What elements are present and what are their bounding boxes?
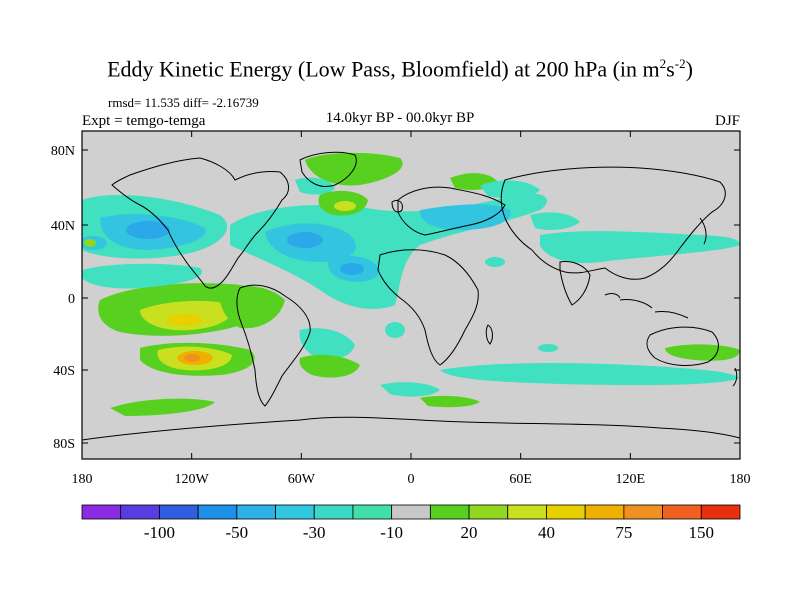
field-southern-ocean-cyan (440, 363, 740, 386)
lon-tick-label: 120W (175, 472, 210, 487)
colorbar-label: -100 (144, 523, 175, 542)
field-far-south-green-2 (420, 395, 480, 408)
field-trop-pacific-orange (167, 314, 203, 326)
coast-africa (377, 249, 479, 366)
colorbar-segment (275, 504, 315, 520)
colorbar-segment (352, 504, 393, 520)
colorbar-segment (81, 504, 122, 520)
field-southern-ocean-cyan-2 (380, 382, 440, 397)
field-north-atlantic-deep (287, 232, 323, 248)
colorbar-segment (546, 504, 586, 520)
colorbar-label: 150 (689, 523, 715, 542)
colorbar-segment (159, 504, 199, 520)
lat-tick-label: 80S (53, 437, 75, 452)
longitude-axis: 180 120W 60W 0 60E 120E 180 (72, 131, 751, 487)
colorbar-segment (468, 504, 509, 520)
lat-tick-label: 40S (53, 364, 75, 379)
latitude-axis: 80N 40N 0 40S 80S (51, 144, 740, 452)
field-europe-blue (419, 204, 511, 230)
colorbar-segment (429, 504, 470, 520)
lat-tick-label: 0 (68, 292, 75, 307)
field-arctic-cyan (295, 177, 335, 195)
season-label: DJF (714, 113, 740, 129)
lat-tick-label: 80N (51, 144, 75, 159)
field-south-pacific-red (184, 354, 200, 362)
coast-europe (397, 186, 506, 236)
field-midatlantic-yellow (334, 201, 356, 211)
field-arabia-cyan (485, 257, 505, 267)
colorbar-segment (507, 504, 547, 520)
field-indian-ocean-cyan (538, 344, 558, 352)
colorbar-label: 40 (538, 523, 555, 542)
colorbar-label: -10 (380, 523, 403, 542)
chart-title: Eddy Kinetic Energy (Low Pass, Bloomfiel… (0, 56, 800, 82)
anomaly-fields (82, 152, 740, 416)
title-sup-1: 2 (659, 56, 667, 71)
colorbar-segment (391, 504, 431, 520)
coast-south-america (236, 284, 311, 407)
coastlines (82, 151, 740, 441)
colorbar-label: -50 (225, 523, 248, 542)
lon-tick-label: 180 (72, 472, 93, 487)
title-sup-2: -2 (674, 56, 686, 71)
lon-tick-label: 120E (616, 472, 646, 487)
colorbar-segment (236, 504, 276, 520)
coast-india (559, 261, 591, 306)
coast-north-america (111, 157, 289, 289)
period-label: 14.0kyr BP - 00.0kyr BP (325, 110, 475, 126)
coast-indonesia (604, 293, 689, 319)
coast-japan (699, 217, 707, 245)
field-central-asia-cyan (530, 212, 580, 230)
coast-uk (391, 199, 403, 213)
title-end: ) (685, 56, 693, 82)
coast-madagascar (485, 324, 493, 345)
title-text: Eddy Kinetic Energy (Low Pass, Bloomfiel… (107, 56, 660, 82)
colorbar-segment (584, 504, 625, 520)
colorbar-segment (700, 504, 741, 520)
lon-tick-label: 60W (288, 472, 316, 487)
field-south-america-green (219, 285, 285, 329)
coast-australia (646, 326, 719, 366)
coast-greenland (299, 151, 357, 187)
field-east-atlantic-deep (340, 263, 364, 275)
field-far-south-green (110, 398, 215, 416)
colorbar-label: 20 (461, 523, 478, 542)
lat-tick-label: 40N (51, 219, 75, 234)
field-dateline-west-green (84, 239, 96, 247)
field-trop-pacific-cyan (82, 263, 202, 289)
colorbar-segment (623, 504, 663, 520)
field-australia-green (665, 344, 740, 361)
field-north-pacific-deep (126, 221, 170, 239)
field-west-africa-cyan (385, 322, 405, 338)
field-south-atlantic-cyan (299, 328, 355, 359)
colorbar-segment (662, 504, 702, 520)
colorbar-segment (120, 504, 160, 520)
lon-tick-label: 180 (730, 472, 751, 487)
colorbar-segment (313, 504, 354, 520)
field-scandinavia-cyan (480, 180, 540, 199)
title-unit-s: s (666, 56, 675, 82)
colorbar-segment (197, 504, 238, 520)
experiment-label: Expt = temgo-temga (82, 113, 206, 129)
lon-tick-label: 60E (509, 472, 532, 487)
colorbar-label: 75 (615, 523, 632, 542)
field-asia-cyan (540, 231, 740, 264)
coast-asia (500, 166, 726, 280)
coast-antarctica (82, 416, 740, 441)
colorbar-label: -30 (303, 523, 326, 542)
stats-label: rmsd= 11.535 diff= -2.16739 (108, 95, 259, 110)
field-south-atlantic-green (299, 354, 360, 378)
lon-tick-label: 0 (408, 472, 415, 487)
colorbar: -100 -50 -30 -10 20 40 75 150 (81, 504, 741, 542)
